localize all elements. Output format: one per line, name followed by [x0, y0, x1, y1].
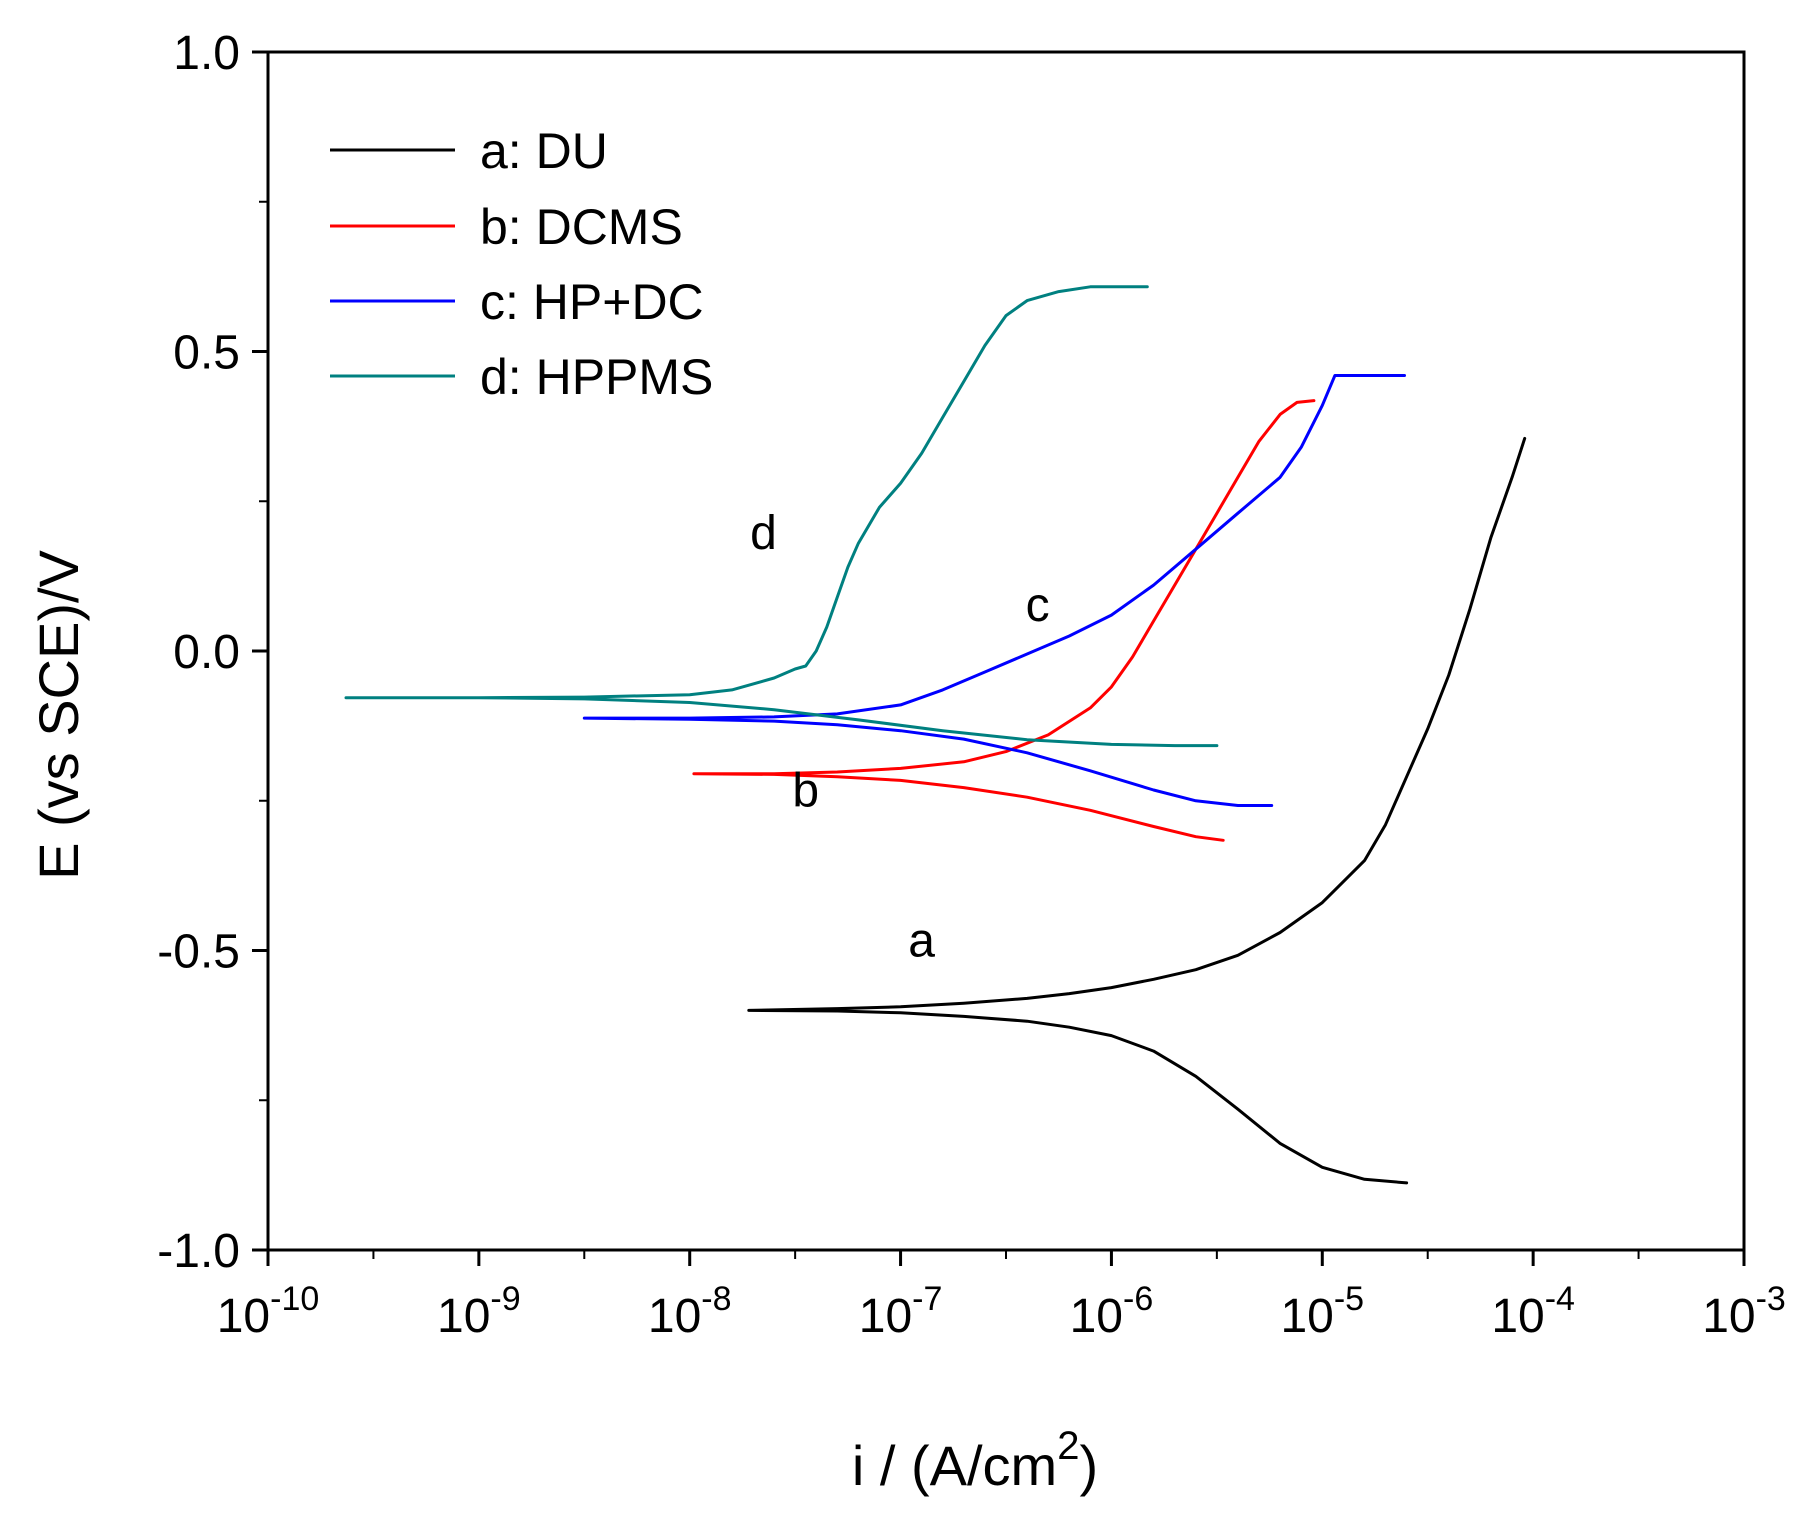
x-tick-label: 10-7 — [859, 1280, 943, 1343]
y-tick-label: 1.0 — [173, 27, 240, 80]
legend-entry-b: b: DCMS — [330, 199, 683, 255]
legend-label-a: a: DU — [480, 123, 608, 179]
y-axis: -1.0 -0.5 0.0 0.5 1.0 — [157, 27, 268, 1278]
legend: a: DU b: DCMS c: HP+DC d: HPPMS — [330, 123, 713, 405]
y-axis-title: E (vs SCE)/V — [27, 549, 90, 879]
curve-label-b: b — [792, 765, 819, 818]
curve-labels: a b c d — [750, 507, 1049, 967]
x-tick-label: 10-6 — [1070, 1280, 1154, 1343]
series-layer — [344, 285, 1527, 1185]
y-tick-label: -0.5 — [157, 926, 240, 979]
curve-label-a: a — [908, 914, 935, 967]
x-tick-label: 10-5 — [1280, 1280, 1364, 1343]
y-tick-label: 0.0 — [173, 626, 240, 679]
legend-entry-a: a: DU — [330, 123, 608, 179]
legend-entry-d: d: HPPMS — [330, 349, 713, 405]
x-axis-title-sup: 2 — [1057, 1424, 1079, 1468]
x-axis-title-main: i / (A/cm — [852, 1434, 1057, 1497]
series-line-c — [582, 374, 1406, 807]
x-tick-label: 10-10 — [217, 1280, 320, 1343]
x-axis-title-close: ) — [1079, 1434, 1098, 1497]
series-line-a — [747, 436, 1527, 1185]
y-tick-label: 0.5 — [173, 327, 240, 380]
curve-label-c: c — [1026, 579, 1050, 632]
legend-label-d: d: HPPMS — [480, 349, 713, 405]
x-axis-title: i / (A/cm2) — [852, 1424, 1098, 1497]
y-tick-label: -1.0 — [157, 1225, 240, 1278]
legend-entry-c: c: HP+DC — [330, 274, 704, 330]
x-tick-label: 10-8 — [648, 1280, 732, 1343]
x-tick-label: 10-9 — [437, 1280, 521, 1343]
legend-label-b: b: DCMS — [480, 199, 683, 255]
legend-label-c: c: HP+DC — [480, 274, 704, 330]
series-line-d — [344, 285, 1219, 748]
x-tick-label: 10-3 — [1702, 1280, 1786, 1343]
curve-label-d: d — [750, 507, 777, 560]
x-axis: 10-10 10-9 10-8 10-7 10-6 10-5 10-4 10-3 — [217, 1250, 1786, 1343]
x-tick-label: 10-4 — [1491, 1280, 1575, 1343]
series-line-b — [692, 399, 1316, 842]
